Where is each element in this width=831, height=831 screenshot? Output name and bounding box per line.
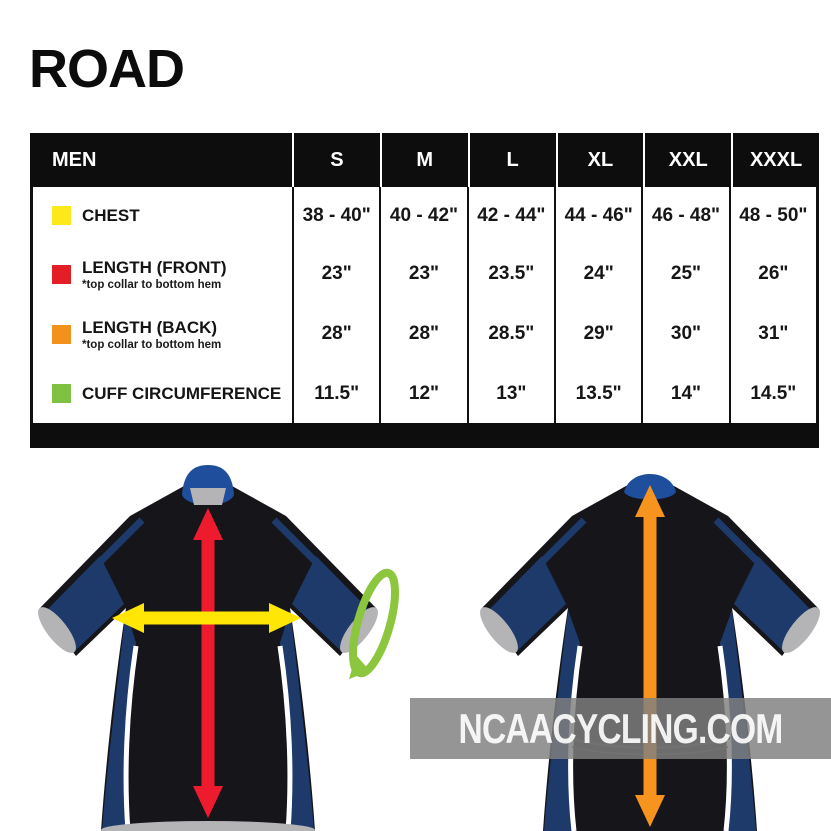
- front-left-accent-stripe: [123, 645, 139, 831]
- header-cell-xl: XL: [555, 133, 644, 187]
- value-cell: 28": [379, 304, 466, 364]
- value-cell: 31": [728, 304, 816, 364]
- header-cell-xxxl: XXXL: [731, 133, 819, 187]
- length-front-arrow: [193, 508, 223, 818]
- row-label: CHEST: [82, 205, 140, 225]
- value-cell: 40 - 42": [379, 187, 466, 244]
- back-left-cuff: [480, 607, 518, 653]
- table-row-length-back: LENGTH (BACK) *top collar to bottom hem …: [33, 304, 816, 364]
- row-note: *top collar to bottom hem: [82, 338, 222, 351]
- value-cell: 13": [466, 364, 554, 423]
- table-header-row: MEN S M L XL XXL XXXL: [30, 133, 819, 187]
- value-cell: 30": [641, 304, 728, 364]
- cuff-circumference-ellipse: [348, 568, 400, 679]
- table-bottom-bar: [30, 423, 819, 448]
- header-cell-l: L: [467, 133, 556, 187]
- table-body: CHEST 38 - 40" 40 - 42" 42 - 44" 44 - 46…: [30, 187, 819, 423]
- value-cell: 48 - 50": [728, 187, 816, 244]
- value-cell: 44 - 46": [554, 187, 641, 244]
- value-cell: 28.5": [466, 304, 554, 364]
- value-cell: 13.5": [554, 364, 641, 423]
- value-cell: 24": [554, 244, 641, 304]
- cuff-color-swatch-icon: [52, 384, 71, 403]
- header-cell-m: M: [379, 133, 468, 187]
- value-cell: 23": [379, 244, 466, 304]
- length-front-color-swatch-icon: [52, 264, 71, 284]
- back-right-cuff: [782, 607, 820, 653]
- value-cell: 42 - 44": [466, 187, 554, 244]
- header-cell-s: S: [292, 133, 380, 187]
- table-row-cuff: CUFF CIRCUMFERENCE 11.5" 12" 13" 13.5" 1…: [33, 364, 816, 423]
- front-left-side-panel: [102, 610, 136, 831]
- value-cell: 23": [292, 244, 379, 304]
- value-cell: 11.5": [292, 364, 379, 423]
- chest-arrow: [112, 603, 301, 633]
- value-cell: 28": [292, 304, 379, 364]
- chest-color-swatch-icon: [52, 206, 71, 225]
- row-label-cell: LENGTH (BACK) *top collar to bottom hem: [33, 304, 292, 364]
- row-note: *top collar to bottom hem: [82, 278, 222, 291]
- front-left-shoulder-stripe: [55, 517, 145, 607]
- header-cell-xxl: XXL: [643, 133, 731, 187]
- row-label-cell: CHEST: [33, 187, 292, 244]
- value-cell: 23.5": [466, 244, 554, 304]
- size-table: MEN S M L XL XXL XXXL CHEST 38 - 40" 40 …: [30, 133, 819, 448]
- value-cell: 46 - 48": [641, 187, 728, 244]
- value-cell: 29": [554, 304, 641, 364]
- value-cell: 38 - 40": [292, 187, 379, 244]
- front-right-side-panel: [280, 610, 314, 831]
- watermark-text: NCAACYCLING.COM: [458, 704, 783, 752]
- front-right-shoulder-stripe: [271, 517, 361, 607]
- front-collar-inner: [190, 488, 226, 505]
- header-cell-men: MEN: [52, 148, 97, 171]
- back-right-shoulder-stripe: [713, 517, 803, 607]
- row-label: LENGTH (BACK): [82, 317, 218, 337]
- front-right-accent-stripe: [277, 645, 293, 831]
- jersey-back-illustration: [480, 474, 820, 831]
- front-left-cuff: [38, 607, 76, 653]
- watermark-band: NCAACYCLING.COM: [410, 698, 831, 759]
- page-title: ROAD: [29, 39, 185, 99]
- row-label-cell: LENGTH (FRONT) *top collar to bottom hem: [33, 244, 292, 304]
- value-cell: 25": [641, 244, 728, 304]
- jersey-front-illustration: [38, 465, 400, 831]
- row-label: LENGTH (FRONT): [82, 257, 227, 277]
- table-row-length-front: LENGTH (FRONT) *top collar to bottom hem…: [33, 244, 816, 304]
- value-cell: 26": [728, 244, 816, 304]
- row-label-cell: CUFF CIRCUMFERENCE: [33, 364, 292, 423]
- value-cell: 14": [641, 364, 728, 423]
- value-cell: 14.5": [728, 364, 816, 423]
- row-label: CUFF CIRCUMFERENCE: [82, 383, 282, 403]
- back-left-shoulder-stripe: [497, 517, 587, 607]
- value-cell: 12": [379, 364, 466, 423]
- length-back-color-swatch-icon: [52, 324, 71, 344]
- table-row-chest: CHEST 38 - 40" 40 - 42" 42 - 44" 44 - 46…: [33, 187, 816, 244]
- front-bottom-hem: [101, 821, 315, 831]
